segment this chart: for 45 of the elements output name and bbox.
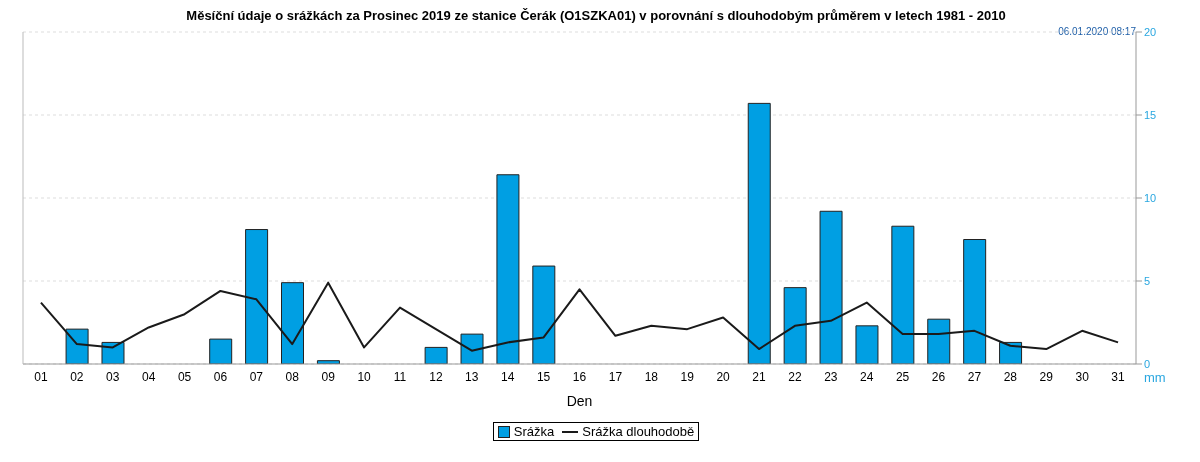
- x-tick-label: 09: [321, 369, 336, 384]
- x-tick-label: 03: [106, 369, 120, 384]
- x-tick-label: 25: [895, 369, 910, 384]
- y-tick-label: 15: [1144, 108, 1157, 121]
- y-tick-label: 0: [1144, 357, 1151, 370]
- x-tick-label: 26: [931, 369, 946, 384]
- x-tick-label: 05: [177, 369, 192, 384]
- x-tick-label: 08: [285, 369, 300, 384]
- x-tick-label: 13: [465, 369, 479, 384]
- x-tick-label: 14: [501, 369, 515, 384]
- legend-label: Srážka dlouhodobě: [582, 424, 695, 439]
- annotation: 06.01.2020 08:17: [1058, 26, 1136, 37]
- bar: [209, 338, 233, 364]
- x-tick-label: 02: [70, 369, 84, 384]
- x-tick-label: 19: [680, 369, 695, 384]
- x-tick-label: 30: [1075, 369, 1090, 384]
- bar: [855, 325, 879, 364]
- y-tick-label: 20: [1144, 25, 1157, 38]
- y-tick-label: 5: [1144, 274, 1151, 287]
- x-tick-label: 12: [429, 369, 443, 384]
- x-tick-label: 28: [1003, 369, 1018, 384]
- x-axis-title: Den: [566, 393, 593, 409]
- x-tick-label: 01: [34, 369, 48, 384]
- x-tick-label: 18: [644, 369, 659, 384]
- x-tick-label: 10: [357, 369, 372, 384]
- chart-title: Měsíční údaje o srážkách za Prosinec 2019 ze stanice Čerák (O1SZKA01) v porovnání s dlouhodobým průměrem v letech 1981 - 2010: [185, 8, 1007, 24]
- x-tick-label: 15: [536, 369, 551, 384]
- x-tick-label: 07: [249, 369, 264, 384]
- x-tick-label: 21: [752, 369, 767, 384]
- x-tick-label: 24: [860, 369, 874, 384]
- x-tick-label: 23: [824, 369, 838, 384]
- x-tick-label: 20: [716, 369, 731, 384]
- x-tick-label: 22: [788, 369, 802, 384]
- bar: [424, 346, 448, 364]
- x-tick-label: 29: [1039, 369, 1054, 384]
- y-axis-title: mm: [1144, 370, 1166, 385]
- y-tick-label: 10: [1144, 191, 1157, 204]
- x-tick-label: 06: [213, 369, 228, 384]
- x-tick-label: 16: [572, 369, 587, 384]
- x-tick-label: 17: [608, 369, 623, 384]
- x-tick-label: 11: [393, 369, 407, 384]
- x-tick-label: 31: [1111, 369, 1126, 384]
- legend-label: Srážka: [513, 424, 555, 439]
- x-tick-label: 04: [141, 369, 156, 384]
- x-tick-label: 27: [967, 369, 982, 384]
